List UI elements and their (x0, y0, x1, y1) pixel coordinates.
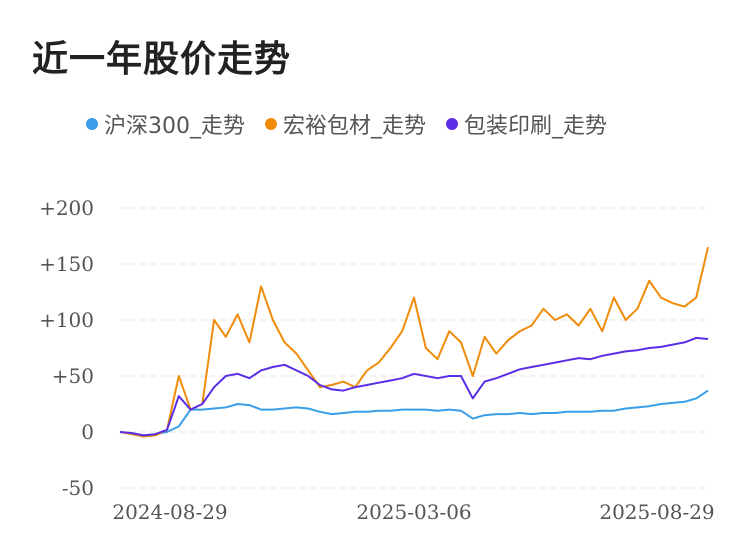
series-line-1 (119, 246, 709, 438)
legend-item-hs300[interactable]: 沪深300_走势 (86, 108, 245, 140)
legend-marker (265, 118, 277, 130)
legend-item-hongyu[interactable]: 宏裕包材_走势 (265, 108, 426, 140)
x-tick-label: 2024-08-29 (112, 500, 227, 524)
legend-label: 沪深300_走势 (104, 114, 245, 139)
series-line-2 (119, 336, 709, 437)
legend: 沪深300_走势 宏裕包材_走势 包装印刷_走势 (86, 108, 607, 140)
y-tick-label: 0 (81, 420, 94, 444)
y-tick-label: +200 (39, 196, 94, 220)
series-lines (119, 246, 709, 438)
legend-item-packaging[interactable]: 包装印刷_走势 (446, 108, 607, 140)
legend-marker (446, 118, 459, 130)
y-tick-label: +150 (39, 252, 94, 276)
legend-marker (86, 118, 98, 130)
series-line-0 (119, 389, 709, 437)
x-axis-ticks: 2024-08-29 2025-03-06 2025-08-29 (112, 500, 714, 524)
x-tick-label: 2025-03-06 (356, 500, 471, 524)
x-tick-label: 2025-08-29 (599, 500, 714, 524)
y-tick-label: +50 (52, 364, 94, 388)
y-axis-ticks: +200 +150 +100 +50 0 -50 (39, 196, 94, 500)
grid-lines (120, 207, 708, 489)
legend-label: 包装印刷_走势 (464, 114, 608, 139)
legend-label: 宏裕包材_走势 (283, 114, 427, 139)
chart-title: 近一年股价走势 (32, 39, 292, 80)
y-tick-label: +100 (39, 308, 94, 332)
y-tick-label: -50 (62, 476, 94, 500)
